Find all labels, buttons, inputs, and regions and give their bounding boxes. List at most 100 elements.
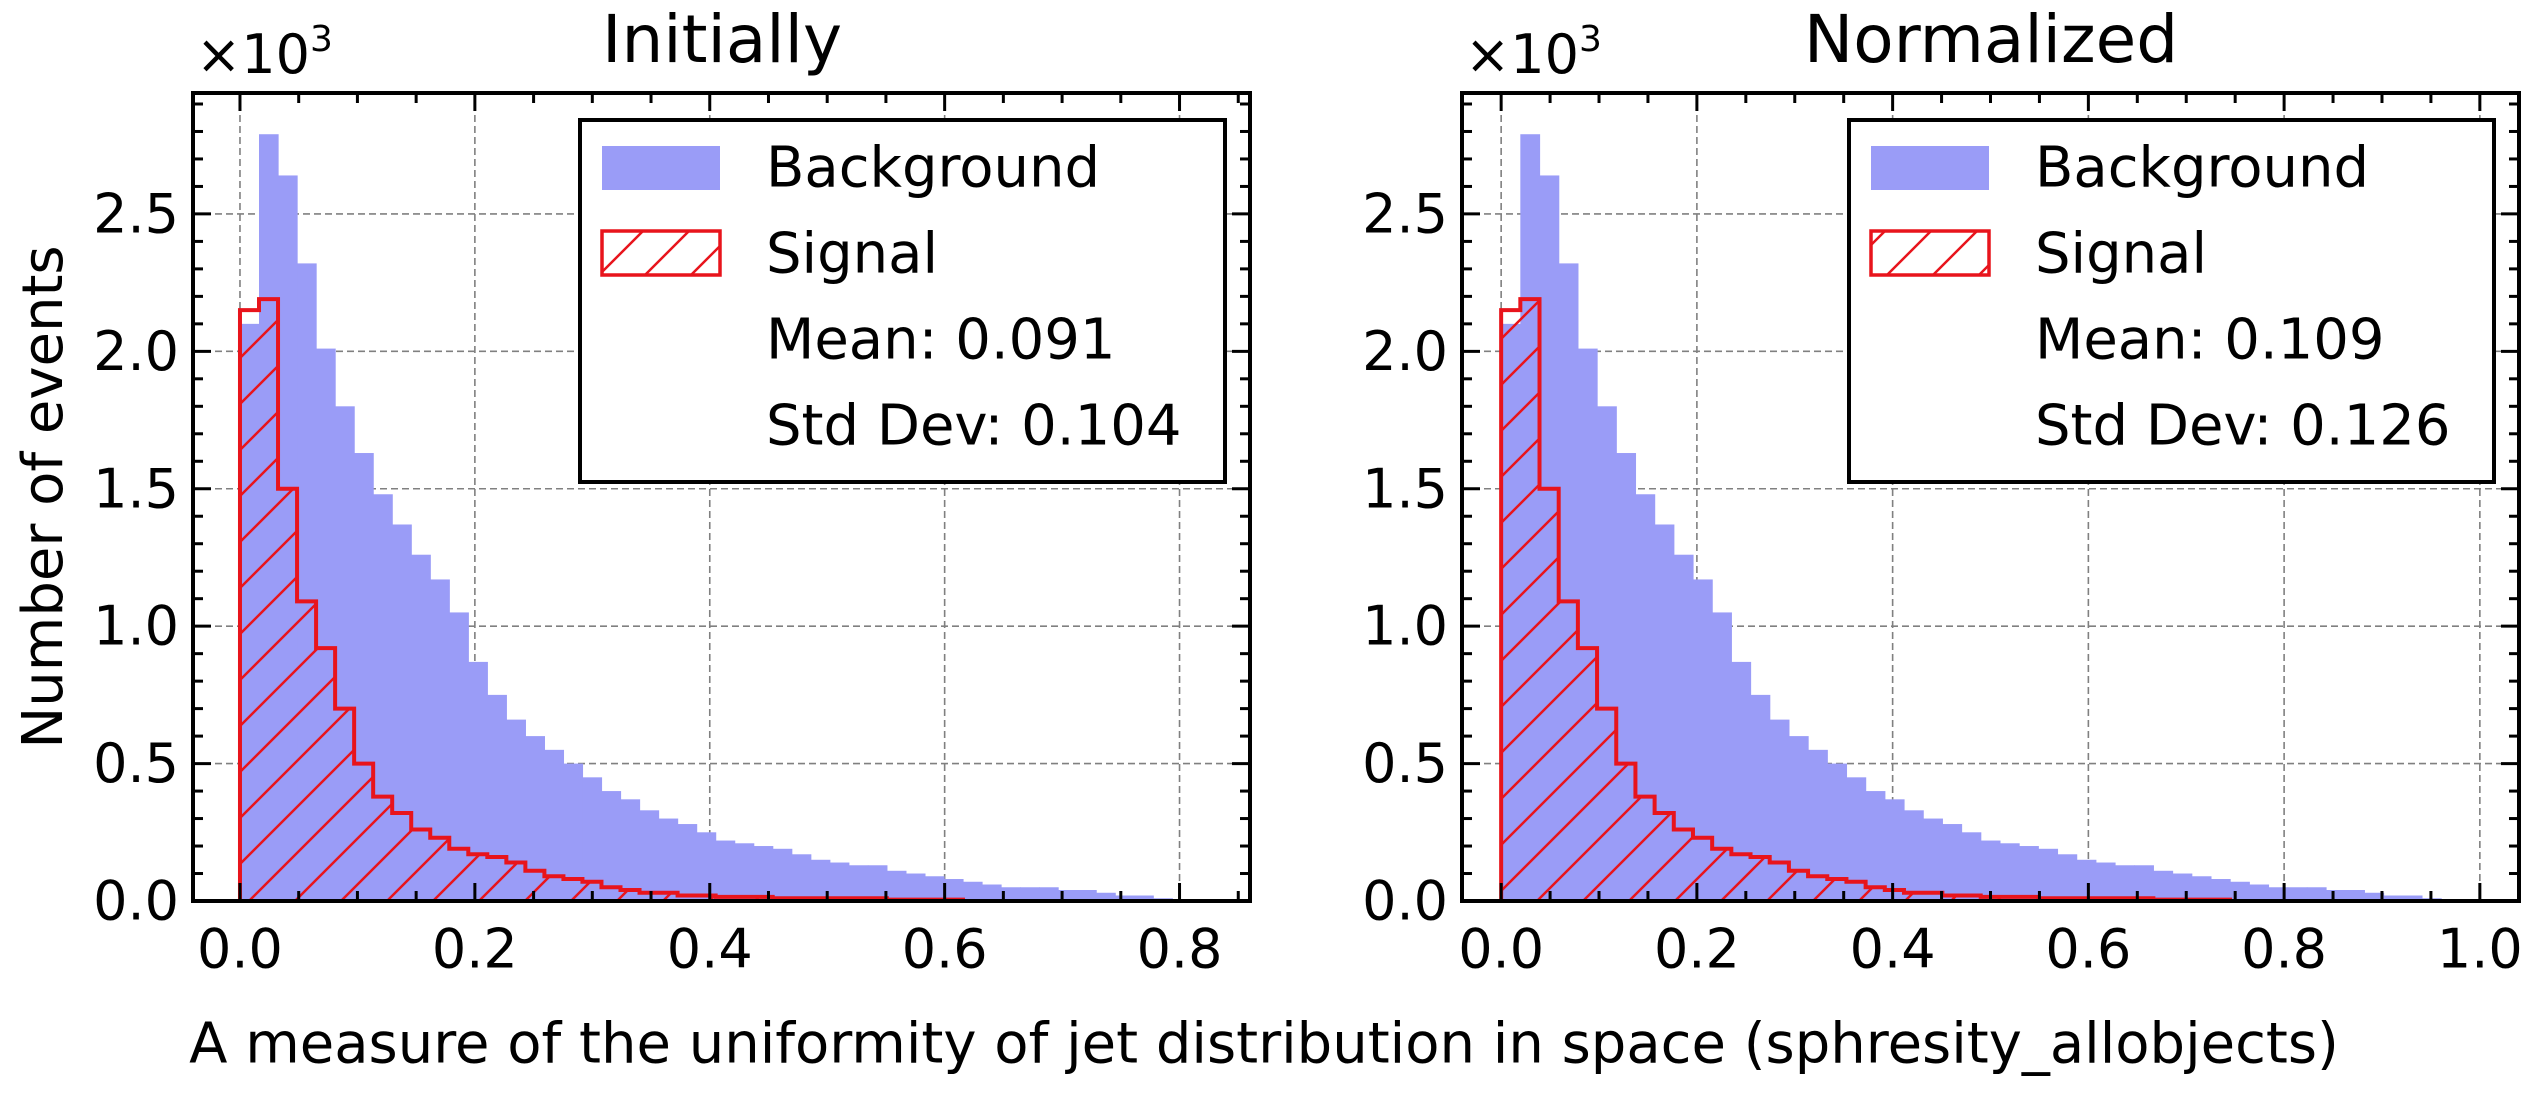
y-tick-label: 0.5 bbox=[1362, 732, 1448, 795]
background-bar bbox=[582, 777, 603, 901]
background-bar bbox=[2306, 887, 2327, 901]
background-bar bbox=[487, 694, 507, 901]
legend-swatch-background bbox=[602, 146, 720, 190]
y-tick-label: 1.0 bbox=[93, 595, 179, 658]
background-bar bbox=[1692, 579, 1713, 901]
background-bar bbox=[430, 579, 450, 901]
background-bar bbox=[2191, 876, 2212, 901]
x-axis-label: A measure of the uniformity of jet distr… bbox=[189, 1012, 2339, 1077]
background-bar bbox=[1999, 843, 2020, 901]
background-bar bbox=[2153, 870, 2174, 901]
background-bar bbox=[791, 854, 812, 901]
x-tick-label: 0.8 bbox=[1137, 918, 1223, 981]
y-tick-label: 2.5 bbox=[1362, 182, 1448, 245]
background-bar bbox=[1039, 887, 1059, 901]
background-bar bbox=[1020, 887, 1040, 901]
signal-step-area bbox=[237, 297, 1192, 901]
background-bar bbox=[639, 810, 660, 901]
tick-labels: 0.0 0.2 0.4 0.6 0.8 0.0 0.5 1.0 1.5 2.0 2.5 bbox=[93, 182, 1222, 980]
background-bar bbox=[449, 612, 469, 901]
panel-title: Initially bbox=[602, 1, 842, 78]
legend-label-mean: Mean: 0.109 bbox=[2035, 308, 2385, 373]
panel-normalized: Normalized ×103 0.0 0.2 0.4 0.6 0.8 1.0 0.0 0.5… bbox=[1362, 1, 2523, 981]
background-bar bbox=[829, 862, 850, 901]
x-tick-label: 0.0 bbox=[1458, 918, 1544, 981]
legend-label-stddev: Std Dev: 0.104 bbox=[766, 394, 1182, 459]
legend-swatch-background bbox=[1871, 146, 1989, 190]
background-bar bbox=[544, 749, 565, 901]
background-bar bbox=[905, 873, 926, 901]
legend: Background Signal Mean: 0.091 Std Dev: 0… bbox=[578, 118, 1227, 484]
background-bar bbox=[1865, 791, 1886, 901]
legend-label-signal: Signal bbox=[2035, 222, 2207, 287]
background-bar bbox=[2402, 895, 2423, 901]
background-bar bbox=[1980, 840, 2001, 901]
axis-multiplier: ×103 bbox=[1465, 19, 1602, 86]
background-bar bbox=[2095, 862, 2116, 901]
plot-frame bbox=[1460, 91, 2521, 903]
background-bars bbox=[1501, 134, 2442, 901]
y-tick-label: 1.5 bbox=[1362, 457, 1448, 520]
background-bar bbox=[525, 736, 545, 901]
background-bar bbox=[2325, 890, 2346, 901]
background-bar bbox=[753, 846, 774, 901]
background-bar bbox=[658, 818, 679, 901]
panel-title: Normalized bbox=[1804, 1, 2178, 78]
y-tick-label: 2.0 bbox=[1362, 320, 1448, 383]
background-bar bbox=[696, 832, 717, 901]
background-bar bbox=[1058, 890, 1078, 901]
background-bar bbox=[715, 840, 736, 901]
background-bar bbox=[1846, 777, 1867, 901]
background-bar bbox=[1942, 824, 1963, 901]
x-tick-label: 0.6 bbox=[2045, 918, 2131, 981]
background-bar bbox=[2287, 887, 2308, 901]
y-tick-label: 0.5 bbox=[93, 732, 179, 795]
background-bar bbox=[1788, 736, 1809, 901]
background-bar bbox=[1884, 799, 1905, 901]
background-bar bbox=[1712, 612, 1732, 901]
y-tick-label: 2.5 bbox=[93, 182, 179, 245]
background-bar bbox=[601, 791, 622, 901]
background-bar bbox=[2114, 865, 2135, 901]
background-bar bbox=[1654, 524, 1675, 901]
background-bar bbox=[392, 524, 412, 901]
signal-bars bbox=[1499, 297, 2461, 901]
background-bar bbox=[2134, 865, 2154, 901]
background-bar bbox=[1134, 895, 1154, 901]
y-tick-label: 1.5 bbox=[93, 457, 179, 520]
background-bar bbox=[620, 799, 641, 901]
background-bar bbox=[1923, 818, 1943, 901]
background-bar bbox=[2172, 873, 2193, 901]
background-bar bbox=[1077, 890, 1097, 901]
background-bar bbox=[2057, 854, 2078, 901]
legend-label-signal: Signal bbox=[766, 222, 938, 287]
background-bar bbox=[2019, 846, 2039, 901]
background-bar bbox=[867, 865, 888, 901]
x-tick-label: 0.4 bbox=[667, 918, 753, 981]
background-bar bbox=[943, 879, 964, 901]
tick-labels: 0.0 0.2 0.4 0.6 0.8 1.0 0.0 0.5 1.0 1.5 2.0 2.5 bbox=[1362, 182, 2523, 980]
x-tick-label: 0.2 bbox=[1654, 918, 1740, 981]
background-bar bbox=[1115, 895, 1135, 901]
y-tick-label: 0.0 bbox=[1362, 870, 1448, 933]
x-tick-label: 0.4 bbox=[1850, 918, 1936, 981]
x-tick-label: 0.2 bbox=[432, 918, 518, 981]
background-bar bbox=[962, 881, 983, 901]
background-bar bbox=[1961, 832, 1982, 901]
background-bar bbox=[2383, 895, 2404, 901]
signal-bars bbox=[237, 297, 1192, 901]
legend-label-background: Background bbox=[2035, 136, 2369, 201]
background-bar bbox=[886, 870, 907, 901]
legend-swatch-signal bbox=[600, 229, 722, 277]
panel-initially: Initially ×103 0.0 0.2 0.4 0.6 0.8 0.0 0.5 1.0 1… bbox=[93, 1, 1252, 981]
legend-label-mean: Mean: 0.091 bbox=[766, 308, 1116, 373]
background-bar bbox=[1769, 719, 1790, 901]
background-bar bbox=[411, 554, 431, 901]
background-bar bbox=[1001, 887, 1021, 901]
x-tick-label: 1.0 bbox=[2437, 918, 2523, 981]
x-tick-label: 0.8 bbox=[2241, 918, 2327, 981]
background-bar bbox=[2364, 892, 2385, 901]
background-bar bbox=[2230, 881, 2250, 901]
x-tick-label: 0.6 bbox=[902, 918, 988, 981]
